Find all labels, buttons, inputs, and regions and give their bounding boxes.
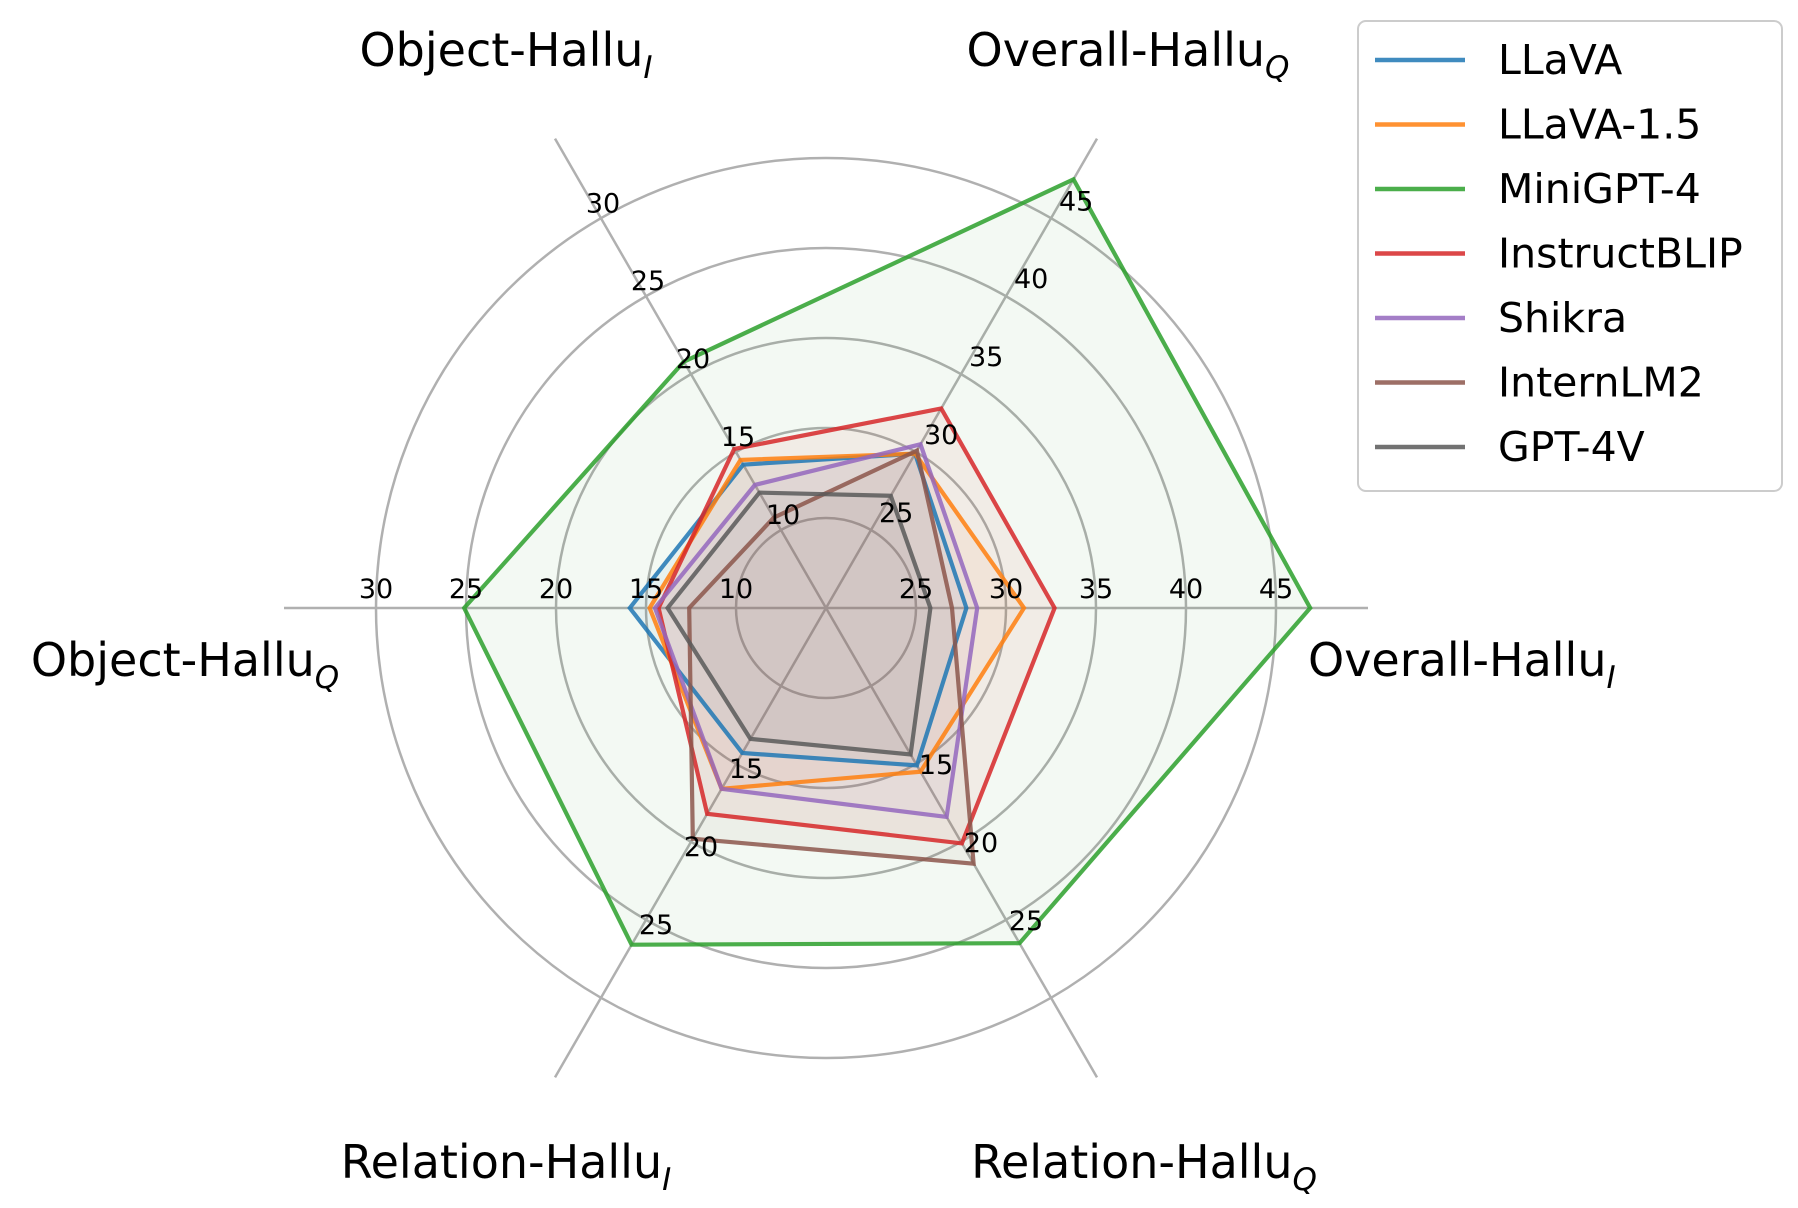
series-fill-llava-1-5 [649, 453, 1024, 789]
tick-label: 30 [359, 574, 393, 605]
tick-label: 40 [1014, 264, 1048, 295]
legend: LLaVA LLaVA-1.5 MiniGPT-4 InstructBLIP Shikr… [1357, 20, 1783, 492]
tick-label: 15 [721, 422, 755, 453]
tick-labels: 25 30 35 40 45 25 30 35 40 45 10 15 20 25 30 10 15 20 25 30… [359, 186, 1293, 940]
series-line-shikra [652, 441, 980, 820]
series-fill-minigpt-4 [464, 179, 1311, 945]
legend-label-instructblip: InstructBLIP [1498, 230, 1743, 278]
tick-label: 15 [729, 754, 763, 785]
legend-label-shikra: Shikra [1498, 294, 1627, 342]
axis-title: Relation-HalluI [341, 1135, 672, 1198]
tick-label: 45 [1259, 574, 1293, 605]
legend-label-llava: LLaVA [1498, 36, 1622, 84]
tick-label: 10 [766, 500, 800, 531]
tick-label: 15 [629, 574, 663, 605]
axis-spoke [553, 137, 828, 609]
series-line-instructblip [656, 406, 1057, 846]
legend-label-gpt-4v: GPT-4V [1498, 423, 1645, 471]
axis-title: Object-HalluI [359, 23, 652, 86]
legend-frame [1357, 20, 1783, 492]
series-fill-instructblip [658, 408, 1055, 844]
tick-label: 20 [684, 832, 718, 863]
tick-label: 15 [919, 750, 953, 781]
tick-label: 30 [586, 188, 620, 219]
tick-label: 35 [1079, 574, 1113, 605]
series-line-internlm2 [687, 447, 976, 867]
tick-label: 10 [719, 574, 753, 605]
series-fills [464, 179, 1311, 945]
tick-label: 30 [989, 574, 1023, 605]
series-lines [461, 176, 1313, 947]
axis-spoke [824, 137, 1099, 609]
axis-spoke [553, 607, 828, 1079]
legend-label-internlm2: InternLM2 [1498, 359, 1704, 407]
tick-label: 45 [1059, 186, 1093, 217]
tick-label: 25 [631, 266, 665, 297]
axis-title: Overall-HalluQ [967, 23, 1290, 86]
legend-label-llava-1-5: LLaVA-1.5 [1498, 101, 1701, 149]
tick-label: 25 [879, 498, 913, 529]
series-fill-llava [629, 453, 967, 766]
tick-label: 25 [449, 574, 483, 605]
series-line-gpt-4v [665, 490, 933, 757]
legend-label-minigpt-4: MiniGPT-4 [1498, 165, 1701, 213]
axis-titles: Overall-HalluI Overall-HalluQ Object-Hallu… [31, 23, 1616, 1198]
axis-title: Relation-HalluQ [971, 1135, 1317, 1198]
tick-label: 25 [899, 574, 933, 605]
axis-title: Overall-HalluI [1308, 633, 1616, 696]
tick-label: 20 [964, 828, 998, 859]
series-fill-shikra [655, 444, 978, 817]
axis-title: Object-HalluQ [31, 633, 339, 696]
tick-label: 20 [676, 344, 710, 375]
series-line-minigpt-4 [461, 176, 1313, 947]
tick-label: 25 [639, 910, 673, 941]
tick-label: 30 [924, 420, 958, 451]
tick-label: 35 [969, 342, 1003, 373]
series-fill-internlm2 [689, 450, 974, 864]
tick-label: 40 [1169, 574, 1203, 605]
tick-label: 20 [539, 574, 573, 605]
tick-label: 25 [1009, 906, 1043, 937]
